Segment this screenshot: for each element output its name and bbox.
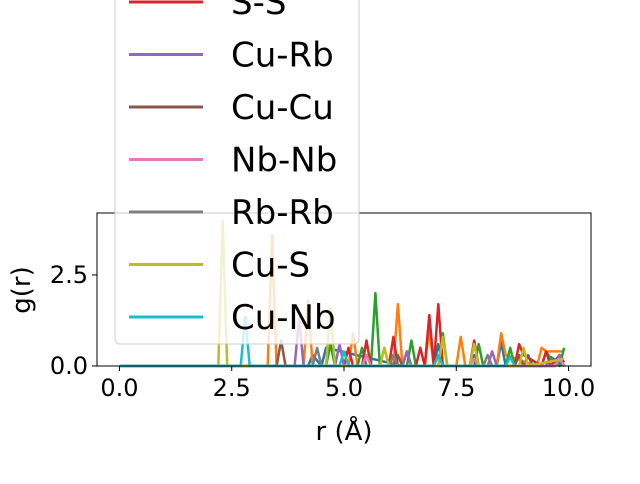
legend-label: Rb-Rb <box>231 193 334 233</box>
legend-label: Cu-Cu <box>231 88 334 128</box>
x-tick-label: 7.5 <box>437 374 475 402</box>
x-tick-label: 10.0 <box>542 374 595 402</box>
legend-label: Cu-Nb <box>231 298 336 338</box>
series-line-rb-rb <box>119 346 494 368</box>
x-tick-label: 5.0 <box>325 374 363 402</box>
series-line-nb-nb <box>119 353 566 368</box>
x-axis-label: r (Å) <box>315 415 372 447</box>
legend: S-S Cu-Rb Cu-Cu Nb-Nb Rb-Rb Cu-S Cu-Nb <box>114 0 360 345</box>
y-tick-label: 0.0 <box>50 352 88 380</box>
legend-label: Nb-Nb <box>231 141 337 181</box>
x-tick-label: 2.5 <box>213 374 251 402</box>
x-tick-label: 0.0 <box>100 374 138 402</box>
tick-layer: 0.0 2.5 5.0 7.5 10.0 0.0 2.5 <box>50 261 595 402</box>
y-tick-label: 2.5 <box>50 261 88 289</box>
legend-label: Cu-S <box>231 246 310 286</box>
legend-label: S-S <box>231 0 286 23</box>
y-axis-label: g(r) <box>7 266 37 313</box>
legend-label: Cu-Rb <box>231 36 334 76</box>
legend-box <box>114 0 360 345</box>
